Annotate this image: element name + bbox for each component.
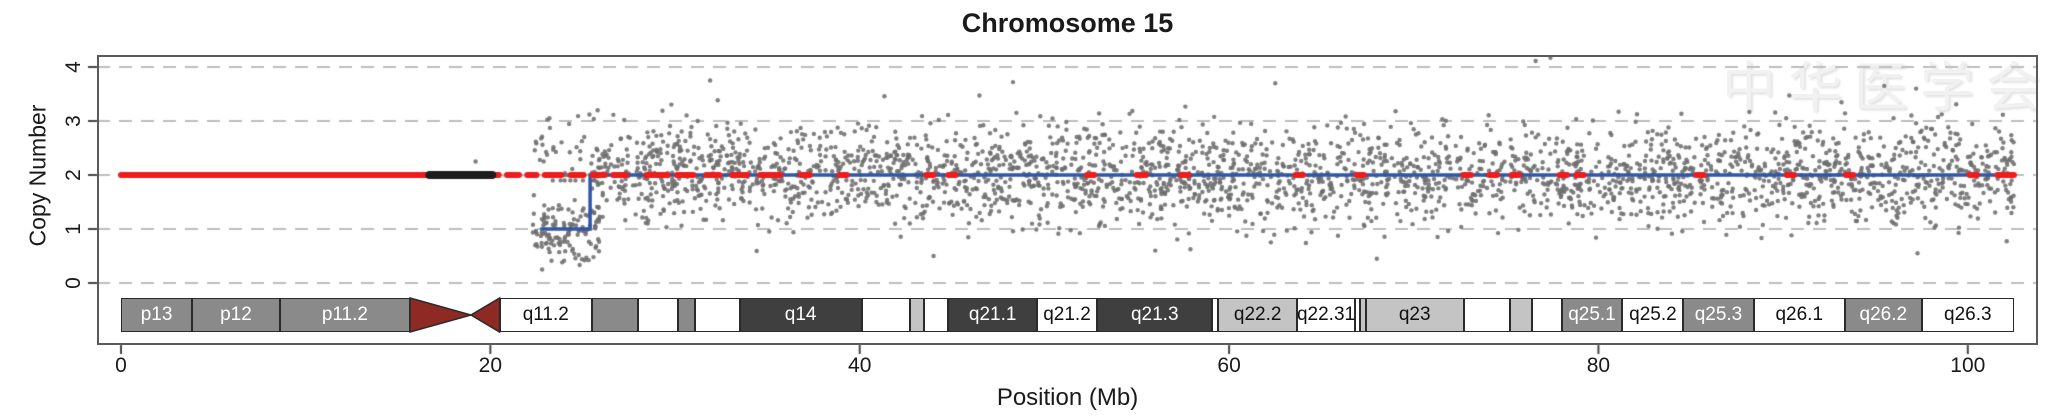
ideogram-band: [1531, 298, 1562, 332]
y-tick-label: 2: [62, 169, 85, 181]
ideogram-band-label: q22.2: [1233, 304, 1282, 325]
ideogram-band: [591, 298, 639, 332]
ideogram-band-q11.2: q11.2: [499, 298, 592, 332]
ideogram-band: [677, 298, 696, 332]
ideogram-band-label: q26.2: [1859, 304, 1908, 325]
ideogram-band-label: p13: [140, 304, 173, 325]
x-tick-label: 60: [1217, 354, 1241, 377]
ideogram-band-label: q11.2: [522, 304, 569, 325]
ideogram-band-q21.1: q21.1: [948, 298, 1037, 332]
y-tick-label: 1: [62, 223, 85, 235]
ideogram-band-label: q25.2: [1629, 304, 1677, 325]
ideogram-band-p12: p12: [192, 298, 280, 332]
x-tick-label: 100: [1950, 354, 1986, 377]
ideogram-band: [861, 298, 910, 332]
ideogram-band-label: q26.1: [1775, 304, 1824, 325]
ideogram-band-q26.3: q26.3: [1921, 298, 2014, 332]
ideogram-band-label: p11.2: [321, 304, 368, 325]
ideogram-band-label: q21.3: [1130, 304, 1179, 325]
plot-border: [97, 55, 2038, 345]
ideogram-band: [1354, 298, 1361, 332]
y-tick-label: 4: [62, 61, 85, 73]
ideogram-band: [695, 298, 740, 332]
ideogram-band-label: q26.3: [1944, 304, 1992, 325]
ideogram-band: [1463, 298, 1510, 332]
ideogram-band-q23: q23: [1365, 298, 1464, 332]
ideogram-band-label: q23: [1398, 304, 1431, 325]
ideogram-band-q25.3: q25.3: [1683, 298, 1754, 332]
ideogram-band-q14: q14: [739, 298, 862, 332]
ideogram-band-q22.2: q22.2: [1217, 298, 1298, 332]
ideogram-band-q26.2: q26.2: [1844, 298, 1922, 332]
ideogram-band-label: q25.1: [1568, 304, 1616, 325]
y-axis-title: Copy Number: [24, 104, 51, 247]
ideogram-band-q25.1: q25.1: [1561, 298, 1623, 332]
x-tick-label: 40: [848, 354, 872, 377]
ideogram-band: [1360, 298, 1366, 332]
x-tick-label: 20: [478, 354, 503, 377]
x-tick-label: 80: [1586, 354, 1611, 377]
ideogram-band: [1509, 298, 1532, 332]
ideogram-band: [909, 298, 925, 332]
ideogram-band-p13: p13: [121, 298, 193, 332]
ideogram-band-q26.1: q26.1: [1753, 298, 1845, 332]
ideogram-band-p11.2: p11.2: [279, 298, 410, 332]
ideogram-band-label: p12: [220, 304, 252, 325]
ideogram-band-label: q14: [784, 304, 817, 325]
x-tick-label: 0: [115, 354, 127, 377]
ideogram-band-q22.31: q22.31: [1296, 298, 1356, 332]
ideogram-band-q25.2: q25.2: [1622, 298, 1684, 332]
ideogram-band: [638, 298, 678, 332]
ideogram-band-q21.3: q21.3: [1097, 298, 1213, 332]
y-tick-label: 0: [62, 277, 85, 289]
ideogram-band-label: q21.1: [968, 304, 1017, 325]
ideogram-band-label: q22.31: [1296, 304, 1356, 325]
ideogram-band: [924, 298, 949, 332]
ideogram-band: [1212, 298, 1218, 332]
x-axis-title: Position (Mb): [996, 384, 1139, 411]
ideogram-band-label: q21.2: [1043, 304, 1091, 325]
ideogram-band-q21.2: q21.2: [1037, 298, 1098, 332]
ideogram-band-label: q25.3: [1694, 304, 1743, 325]
y-tick-label: 3: [62, 115, 85, 127]
